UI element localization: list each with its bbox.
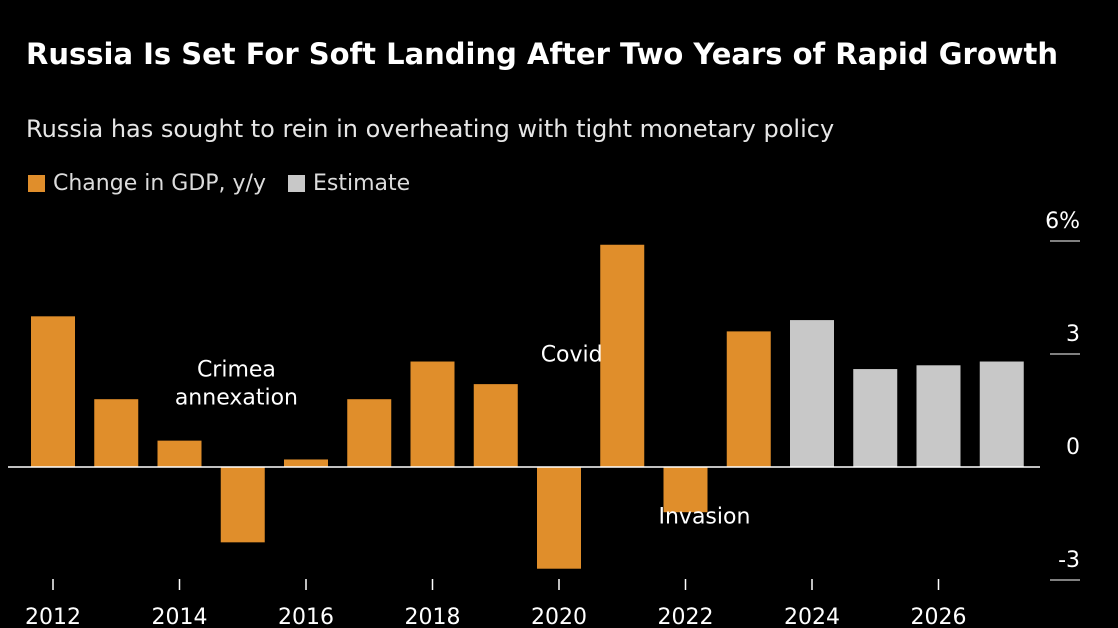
bar-2015 xyxy=(220,467,265,543)
bars-group xyxy=(31,244,1024,569)
x-tick-label-2022: 2022 xyxy=(658,605,714,628)
bar-2025 xyxy=(853,369,898,467)
bar-2016 xyxy=(284,459,328,467)
bar-2022 xyxy=(663,467,708,513)
bar-2021 xyxy=(600,244,645,467)
annotation-0-line-0: Crimea xyxy=(197,358,276,383)
x-tick-label-2024: 2024 xyxy=(784,605,840,628)
y-tick-label-2: 0 xyxy=(1066,435,1080,460)
x-tick-label-2012: 2012 xyxy=(25,605,81,628)
chart-subtitle: Russia has sought to rein in overheating… xyxy=(26,115,835,143)
legend-swatch-gdp xyxy=(28,174,45,192)
x-tick-label-2020: 2020 xyxy=(531,605,587,628)
bar-2018 xyxy=(410,361,455,467)
y-tick-label-0: 6% xyxy=(1045,209,1080,234)
bar-2024 xyxy=(790,320,834,467)
bar-2019 xyxy=(473,384,518,467)
annotation-1-line-0: Covid xyxy=(541,343,603,368)
bar-2012 xyxy=(31,316,75,467)
bar-2023 xyxy=(726,331,771,467)
legend-label-gdp: Change in GDP, y/y xyxy=(53,170,266,196)
legend: Change in GDP, y/y Estimate xyxy=(28,167,432,199)
y-tick-label-3: -3 xyxy=(1058,548,1080,573)
x-tick-label-2016: 2016 xyxy=(278,605,334,628)
bar-2027 xyxy=(979,361,1024,467)
legend-item-gdp: Change in GDP, y/y xyxy=(28,171,266,196)
legend-swatch-estimate xyxy=(287,174,305,192)
bar-2014 xyxy=(157,440,202,467)
bar-2026 xyxy=(916,365,961,467)
annotation-0-line-1: annexation xyxy=(175,386,298,411)
legend-item-estimate: Estimate xyxy=(287,170,411,196)
annotations-group: Crimea annexation Covid Invasion xyxy=(175,343,751,530)
bar-2020 xyxy=(537,467,581,569)
y-tick-label-1: 3 xyxy=(1066,322,1080,347)
bar-2013 xyxy=(94,399,139,467)
bar-2017 xyxy=(347,399,392,467)
x-tick-label-2026: 2026 xyxy=(911,605,967,628)
x-tick-label-2014: 2014 xyxy=(152,605,208,628)
legend-label-estimate: Estimate xyxy=(312,170,411,196)
y-axis: 6% 3 0 -3 xyxy=(8,209,1080,581)
x-tick-label-2018: 2018 xyxy=(405,605,461,628)
chart-title: Russia Is Set For Soft Landing After Two… xyxy=(26,37,1059,71)
annotation-2-line-0: Invasion xyxy=(659,505,751,530)
x-axis: 2012 2014 2016 2018 2020 2022 2024 2026 xyxy=(25,579,967,628)
